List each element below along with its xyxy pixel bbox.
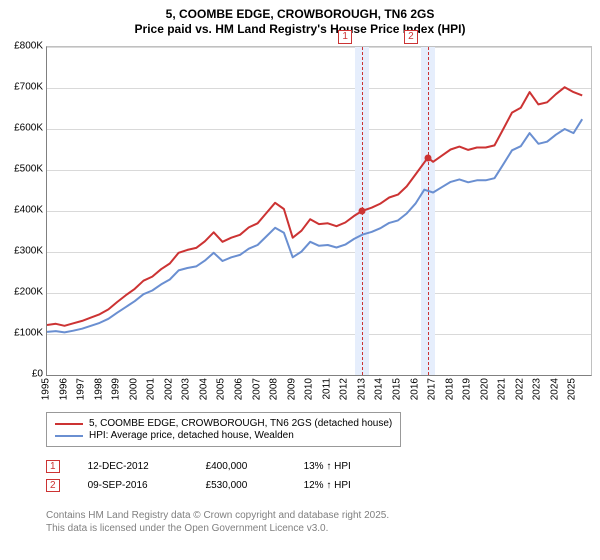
marker-label: 2	[404, 30, 418, 44]
legend-label: HPI: Average price, detached house, Weal…	[89, 430, 294, 441]
transaction-price: £400,000	[206, 461, 276, 472]
y-axis-label: £800K	[1, 41, 43, 52]
transaction-row: 1 12-DEC-2012 £400,000 13% ↑ HPI	[46, 460, 351, 473]
x-axis-label: 1998	[93, 378, 104, 400]
x-axis-label: 2010	[304, 378, 315, 400]
plot-area	[46, 46, 592, 376]
transaction-index: 1	[46, 460, 60, 473]
transaction-marker	[358, 208, 365, 215]
transaction-row: 2 09-SEP-2016 £530,000 12% ↑ HPI	[46, 479, 351, 492]
x-axis-label: 2006	[234, 378, 245, 400]
x-axis-label: 2005	[216, 378, 227, 400]
chart-title: 5, COOMBE EDGE, CROWBOROUGH, TN6 2GS	[0, 0, 600, 22]
x-axis-label: 2017	[427, 378, 438, 400]
y-axis-label: £500K	[1, 164, 43, 175]
y-axis-label: £300K	[1, 246, 43, 257]
footer-line: This data is licensed under the Open Gov…	[46, 523, 389, 536]
x-axis-label: 2021	[497, 378, 508, 400]
chart-legend: 5, COOMBE EDGE, CROWBOROUGH, TN6 2GS (de…	[46, 412, 401, 447]
transaction-marker	[424, 154, 431, 161]
x-axis-label: 2019	[462, 378, 473, 400]
y-axis-label: £600K	[1, 123, 43, 134]
x-axis-label: 2020	[479, 378, 490, 400]
x-axis-label: 2016	[409, 378, 420, 400]
series-hpi	[47, 119, 582, 332]
footer-line: Contains HM Land Registry data © Crown c…	[46, 510, 389, 523]
legend-item: HPI: Average price, detached house, Weal…	[55, 430, 392, 441]
transaction-date: 09-SEP-2016	[88, 480, 178, 491]
x-axis-label: 2002	[163, 378, 174, 400]
series-price_paid	[47, 87, 582, 326]
x-axis-label: 2018	[444, 378, 455, 400]
legend-label: 5, COOMBE EDGE, CROWBOROUGH, TN6 2GS (de…	[89, 418, 392, 429]
x-axis-label: 2023	[532, 378, 543, 400]
x-axis-label: 2001	[146, 378, 157, 400]
attribution-footer: Contains HM Land Registry data © Crown c…	[46, 510, 389, 535]
x-axis-label: 2022	[514, 378, 525, 400]
legend-swatch	[55, 423, 83, 425]
x-axis-label: 2007	[251, 378, 262, 400]
x-axis-label: 2011	[321, 378, 332, 400]
legend-item: 5, COOMBE EDGE, CROWBOROUGH, TN6 2GS (de…	[55, 418, 392, 429]
x-axis-label: 1996	[58, 378, 69, 400]
x-axis-label: 2000	[128, 378, 139, 400]
transaction-price: £530,000	[206, 480, 276, 491]
x-axis-label: 2008	[269, 378, 280, 400]
marker-label: 1	[338, 30, 352, 44]
transaction-delta: 12% ↑ HPI	[304, 480, 351, 491]
x-axis-label: 2004	[198, 378, 209, 400]
chart-subtitle: Price paid vs. HM Land Registry's House …	[0, 22, 600, 36]
y-axis-label: £0	[1, 369, 43, 380]
transaction-index: 2	[46, 479, 60, 492]
y-axis-label: £200K	[1, 287, 43, 298]
line-series-layer	[47, 47, 591, 375]
y-axis-label: £100K	[1, 328, 43, 339]
x-axis-label: 2014	[374, 378, 385, 400]
x-axis-label: 1995	[41, 378, 52, 400]
x-axis-label: 1999	[111, 378, 122, 400]
y-axis-label: £700K	[1, 82, 43, 93]
legend-swatch	[55, 435, 83, 437]
x-axis-label: 2009	[286, 378, 297, 400]
x-axis-label: 2012	[339, 378, 350, 400]
x-axis-label: 2025	[567, 378, 578, 400]
transactions-table: 1 12-DEC-2012 £400,000 13% ↑ HPI 2 09-SEP-201…	[46, 460, 351, 498]
x-axis-label: 1997	[76, 378, 87, 400]
transaction-date: 12-DEC-2012	[88, 461, 178, 472]
x-axis-label: 2024	[549, 378, 560, 400]
transaction-delta: 13% ↑ HPI	[304, 461, 351, 472]
x-axis-label: 2015	[391, 378, 402, 400]
y-axis-label: £400K	[1, 205, 43, 216]
x-axis-label: 2013	[356, 378, 367, 400]
x-axis-label: 2003	[181, 378, 192, 400]
